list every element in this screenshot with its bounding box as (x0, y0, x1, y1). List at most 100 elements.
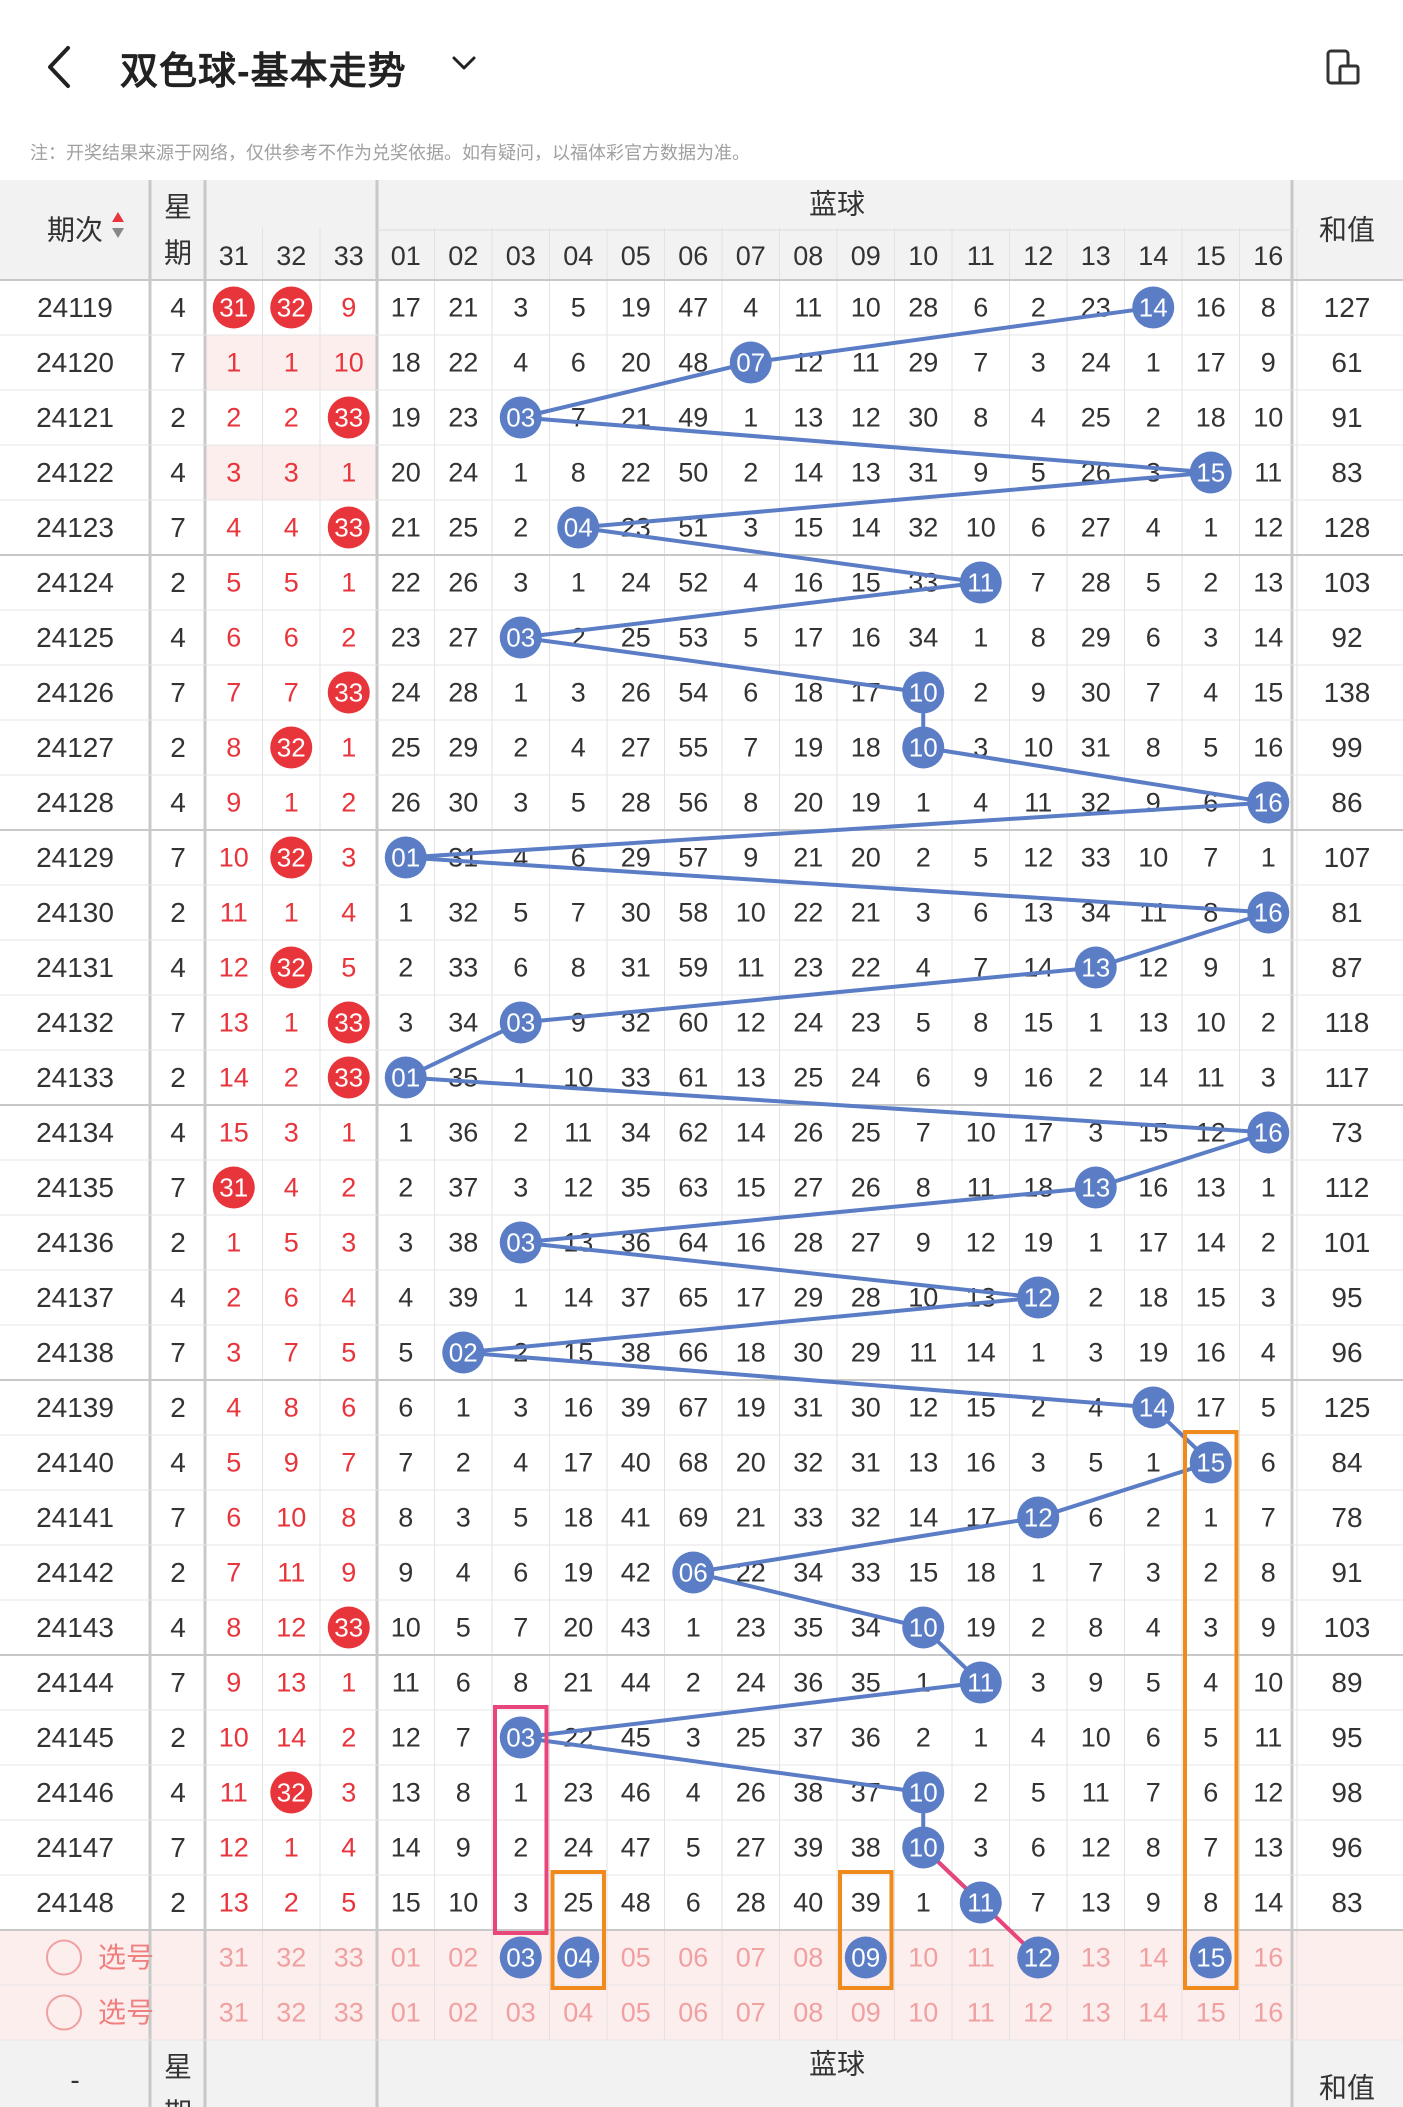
select-blue-number[interactable]: 16 (1253, 1943, 1283, 1973)
select-red-number[interactable]: 32 (276, 1998, 306, 2028)
blue-omission-cell: 3 (686, 1723, 701, 1753)
red-ball-text: 32 (277, 733, 306, 763)
blue-omission-cell: 21 (736, 1503, 766, 1533)
blue-omission-cell: 12 (1253, 1778, 1283, 1808)
screen-icon[interactable] (1322, 48, 1362, 88)
select-blue-number[interactable]: 08 (793, 1943, 823, 1973)
select-blue-number[interactable]: 07 (736, 1943, 766, 1973)
blue-ball-text: 11 (967, 1888, 994, 1918)
blue-ball (959, 1661, 1002, 1704)
select-blue-number[interactable]: 01 (391, 1998, 421, 2028)
blue-omission-cell: 8 (1146, 1833, 1161, 1863)
week-cell: 7 (170, 1007, 186, 1038)
select-blue-number[interactable]: 12 (1023, 1998, 1053, 2028)
select-blue-number[interactable]: 16 (1253, 1998, 1283, 2028)
select-red-number[interactable]: 32 (276, 1943, 306, 1973)
red-omission-cell: 5 (284, 568, 299, 598)
sort-icon[interactable] (112, 228, 124, 238)
period-cell: 24139 (36, 1392, 114, 1423)
blue-omission-cell: 8 (1261, 293, 1276, 323)
blue-omission-cell: 1 (1146, 1448, 1161, 1478)
blue-ball-text: 10 (909, 1778, 938, 1808)
picked-blue-ball[interactable] (1189, 1936, 1232, 1979)
blue-omission-cell: 6 (456, 1668, 471, 1698)
sum-cell: 89 (1331, 1667, 1362, 1698)
select-red-number[interactable]: 31 (219, 1998, 249, 2028)
picked-blue-ball-text[interactable]: 15 (1196, 1943, 1225, 1973)
red-omission-cell: 12 (276, 1613, 306, 1643)
red-omission-cell: 5 (284, 1228, 299, 1258)
back-icon[interactable] (40, 42, 80, 92)
blue-ball (442, 1331, 485, 1374)
picked-blue-ball[interactable] (1017, 1936, 1060, 1979)
blue-omission-cell: 30 (1081, 678, 1111, 708)
picked-blue-ball[interactable] (557, 1936, 600, 1979)
red-omission-cell: 1 (284, 898, 299, 928)
select-blue-number[interactable]: 10 (908, 1943, 938, 1973)
select-blue-number[interactable]: 02 (448, 1943, 478, 1973)
blue-omission-cell: 20 (621, 348, 651, 378)
blue-omission-cell: 8 (571, 953, 586, 983)
select-blue-number[interactable]: 05 (621, 1998, 651, 2028)
blue-omission-cell: 24 (851, 1063, 881, 1093)
blue-omission-cell: 11 (967, 1173, 995, 1203)
select-blue-number[interactable]: 06 (678, 1998, 708, 2028)
sum-cell: 118 (1325, 1007, 1370, 1038)
select-label[interactable]: 选号 (98, 1942, 154, 1973)
blue-omission-cell: 8 (456, 1778, 471, 1808)
blue-omission-cell: 34 (1081, 898, 1111, 928)
blue-ball-text: 03 (506, 1723, 535, 1753)
select-blue-number[interactable]: 01 (391, 1943, 421, 1973)
blue-omission-cell: 1 (1031, 1558, 1046, 1588)
page-title[interactable]: 双色球-基本走势 (120, 51, 407, 93)
blue-omission-cell: 13 (391, 1778, 421, 1808)
select-blue-number[interactable]: 02 (448, 1998, 478, 2028)
chevron-down-icon[interactable] (450, 52, 478, 74)
sum-cell: 73 (1331, 1117, 1362, 1148)
blue-omission-cell: 28 (908, 293, 938, 323)
blue-omission-cell: 1 (513, 1283, 528, 1313)
blue-ball-text: 03 (506, 1228, 535, 1258)
select-blue-number[interactable]: 13 (1081, 1943, 1111, 1973)
blue-omission-cell: 18 (851, 733, 881, 763)
picked-blue-ball[interactable] (499, 1936, 542, 1979)
red-omission-cell: 7 (284, 678, 299, 708)
select-blue-number[interactable]: 10 (908, 1998, 938, 2028)
select-blue-number[interactable]: 04 (563, 1998, 593, 2028)
radio-icon[interactable] (46, 1994, 82, 2031)
select-blue-number[interactable]: 14 (1138, 1998, 1168, 2028)
select-blue-number[interactable]: 11 (967, 1998, 995, 2028)
select-blue-number[interactable]: 05 (621, 1943, 651, 1973)
footer-sum-header: 和值 (1319, 2073, 1375, 2104)
red-ball (327, 671, 370, 714)
select-blue-number[interactable]: 15 (1196, 1998, 1226, 2028)
picked-blue-ball-text[interactable]: 03 (506, 1943, 535, 1973)
red-omission-cell: 10 (219, 843, 249, 873)
picked-blue-ball-text[interactable]: 09 (851, 1943, 880, 1973)
select-blue-number[interactable]: 06 (678, 1943, 708, 1973)
radio-icon[interactable] (46, 1939, 82, 1976)
select-blue-number[interactable]: 13 (1081, 1998, 1111, 2028)
select-blue-number[interactable]: 11 (967, 1943, 995, 1973)
sort-icon[interactable] (112, 212, 124, 222)
red-omission-cell: 6 (226, 623, 241, 653)
select-blue-number[interactable]: 08 (793, 1998, 823, 2028)
blue-omission-cell: 13 (1138, 1008, 1168, 1038)
select-blue-number[interactable]: 07 (736, 1998, 766, 2028)
select-blue-number[interactable]: 14 (1138, 1943, 1168, 1973)
blue-omission-cell: 10 (391, 1613, 421, 1643)
picked-blue-ball-text[interactable]: 12 (1024, 1943, 1053, 1973)
select-blue-number[interactable]: 03 (506, 1998, 536, 2028)
select-blue-number[interactable]: 09 (851, 1998, 881, 2028)
blue-omission-cell: 34 (908, 623, 938, 653)
select-red-number[interactable]: 33 (334, 1998, 364, 2028)
picked-blue-ball[interactable] (844, 1936, 887, 1979)
blue-omission-cell: 24 (563, 1833, 593, 1863)
select-red-number[interactable]: 33 (334, 1943, 364, 1973)
blue-ball (384, 1056, 427, 1099)
picked-blue-ball-text[interactable]: 04 (564, 1943, 593, 1973)
blue-omission-cell: 10 (851, 293, 881, 323)
select-red-number[interactable]: 31 (219, 1943, 249, 1973)
select-label[interactable]: 选号 (98, 1997, 154, 2028)
blue-omission-cell: 15 (908, 1558, 938, 1588)
